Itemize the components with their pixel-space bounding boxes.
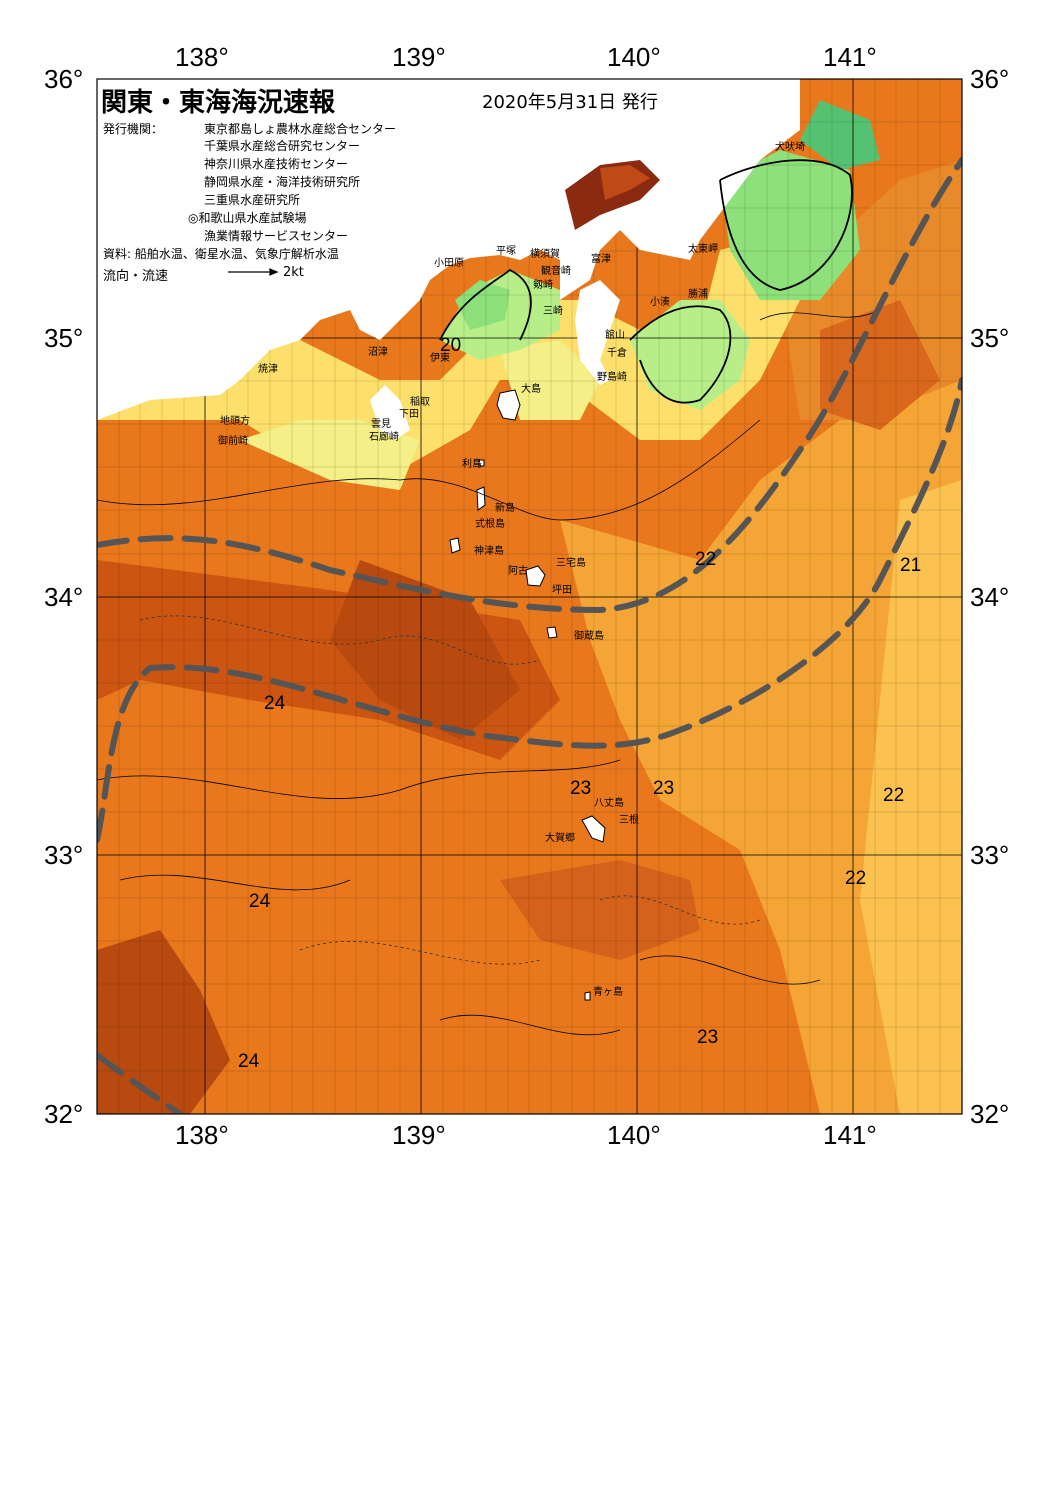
isotherm-label: 22 [883, 785, 905, 806]
lon-label-top-139: 139° [392, 42, 446, 72]
island-aogashima [584, 991, 591, 1001]
place-label: 稲取 [410, 397, 430, 408]
place-label: 大賀郷 [545, 833, 575, 844]
kuroshio-south [97, 377, 962, 843]
lat-label-right-32: 32° [970, 1099, 1010, 1129]
place-label: 三根 [619, 815, 639, 826]
lat-label-right-35: 35° [970, 323, 1010, 353]
land-miura-boso [575, 280, 620, 385]
place-label: 御前崎 [218, 436, 248, 447]
place-label: 焼津 [258, 364, 278, 375]
agency-item: 静岡県水産・海洋技術研究所 [204, 175, 361, 189]
isotherm-label: 23 [570, 778, 592, 799]
agency-item: 千葉県水産総合研究センター [204, 139, 361, 153]
data-source: 資料: 船舶水温、衛星水温、気象庁解析水温 [103, 247, 339, 261]
agency-label: 発行機関： [103, 122, 164, 136]
place-label: 剱崎 [533, 280, 553, 291]
isotherm-label: 23 [653, 778, 675, 799]
place-label: 富津 [591, 254, 611, 265]
kuroshio-sw [97, 1052, 183, 1114]
temp-region-22-east [560, 380, 962, 1114]
lon-label-top-141: 141° [823, 42, 877, 72]
place-label: 御蔵島 [574, 631, 604, 642]
isotherm-label: 23 [697, 1027, 719, 1048]
place-label: 神津島 [474, 546, 504, 557]
flow-legend-scale: 2kt [283, 265, 304, 280]
island-toshima [478, 459, 485, 467]
island-miyakejima [525, 565, 546, 587]
lon-label-bottom-141: 141° [823, 1120, 877, 1150]
place-label: 犬吠埼 [775, 142, 805, 153]
land-izu [370, 385, 410, 440]
place-label: 太東岬 [688, 244, 718, 255]
place-label: 式根島 [475, 519, 505, 530]
place-label: 三宅島 [556, 558, 586, 569]
place-label: 雲見 [371, 419, 391, 430]
isotherm-label: 20 [440, 335, 462, 356]
place-label: 伊東 [430, 353, 450, 364]
place-label: 利島 [462, 459, 482, 470]
place-label: 青ヶ島 [593, 987, 623, 998]
isotherm-label: 22 [695, 549, 717, 570]
island-oshima [496, 389, 521, 421]
isotherm-label: 24 [249, 891, 271, 912]
isotherm-label: 22 [845, 868, 867, 889]
agency-item: ◎和歌山県水産試験場 [188, 211, 307, 225]
place-label: 下田 [399, 409, 419, 420]
place-label: 沼津 [368, 347, 388, 358]
place-label: 地頭方 [220, 416, 250, 427]
lat-label-left-35: 35° [44, 323, 84, 353]
place-label: 平塚 [496, 246, 516, 257]
lat-label-right-36: 36° [970, 64, 1010, 94]
lat-label-left-33: 33° [44, 840, 84, 870]
isotherm-label: 21 [900, 555, 922, 576]
island-kozushima [449, 537, 461, 554]
temp-region-24-southwest [97, 930, 230, 1114]
place-label: 八丈島 [594, 798, 624, 809]
lat-label-right-34: 34° [970, 582, 1010, 612]
island-mikurajima [546, 626, 558, 639]
place-label: 野島崎 [597, 372, 627, 383]
agency-item: 漁業情報サービスセンター [204, 229, 349, 243]
lon-label-bottom-138: 138° [175, 1120, 229, 1150]
agency-item: 三重県水産研究所 [204, 193, 301, 207]
agency-item: 東京都島しょ農林水産総合センター [204, 122, 397, 136]
temp-region-20 [97, 240, 800, 470]
place-label: 大島 [521, 384, 541, 395]
agency-item: 神奈川県水産技術センター [204, 157, 349, 171]
place-label: 勝浦 [688, 289, 708, 300]
temp-region-21 [860, 480, 962, 1114]
flow-legend-label: 流向・流速 [103, 269, 169, 284]
map-title: 関東・東海海況速報 [101, 88, 336, 118]
lon-label-top-138: 138° [175, 42, 229, 72]
lat-label-left-34: 34° [44, 582, 84, 612]
flow-scale-arrow [228, 268, 279, 276]
lon-label-bottom-140: 140° [607, 1120, 661, 1150]
issue-date: 2020年5月31日 発行 [482, 92, 658, 113]
lon-label-bottom-139: 139° [392, 1120, 446, 1150]
place-label: 千倉 [607, 348, 627, 359]
place-label: 小湊 [650, 297, 670, 308]
place-label: 三崎 [543, 306, 563, 317]
lat-label-right-33: 33° [970, 840, 1010, 870]
isotherm-label: 24 [238, 1051, 260, 1072]
place-label: 観音崎 [541, 266, 571, 277]
place-label: 小田原 [434, 258, 464, 269]
place-label: 横須賀 [530, 249, 560, 260]
kuroshio-north [97, 157, 962, 614]
isotherm-label: 24 [264, 693, 286, 714]
lat-label-left-36: 36° [44, 64, 84, 94]
lat-label-left-32: 32° [44, 1099, 84, 1129]
place-label: 阿古 [508, 566, 528, 577]
island-hachijojima [581, 815, 606, 843]
place-label: 新島 [495, 503, 515, 514]
lon-label-top-140: 140° [607, 42, 661, 72]
place-label: 坪田 [552, 585, 572, 596]
place-label: 館山 [605, 330, 625, 341]
place-label: 石廊崎 [369, 432, 399, 443]
